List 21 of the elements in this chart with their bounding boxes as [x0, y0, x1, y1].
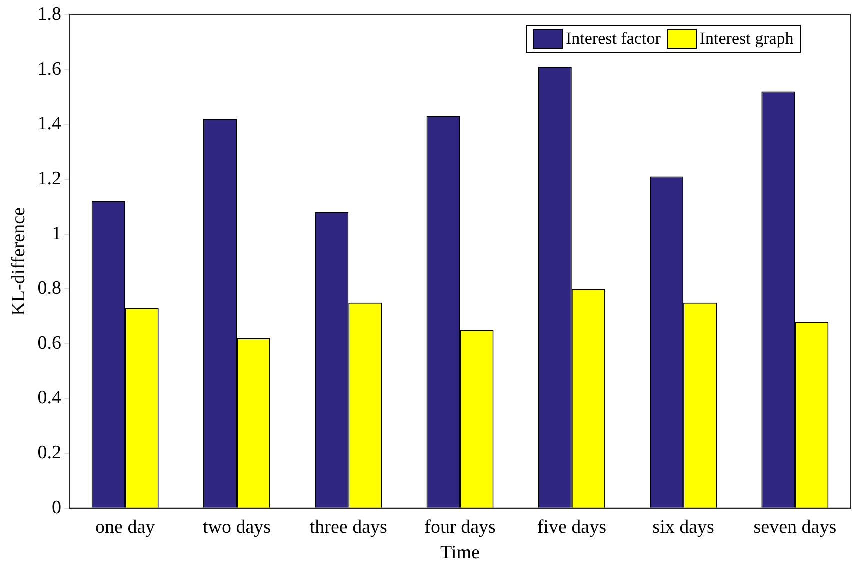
y-tick-label: 1.6: [38, 58, 62, 80]
x-tick-label: two days: [202, 516, 272, 538]
legend-label: Interest factor: [566, 29, 661, 49]
legend-label: Interest graph: [700, 29, 794, 49]
x-tick-label: five days: [537, 516, 606, 538]
y-tick-label: 1: [52, 223, 62, 244]
x-tick-label: four days: [424, 516, 496, 538]
y-tick-label: 0.8: [38, 278, 62, 300]
y-tick-label: 0: [52, 497, 62, 518]
x-tick-label: one day: [96, 516, 156, 538]
y-tick-label: 0.6: [38, 332, 62, 354]
y-tick-label: 1.4: [38, 114, 62, 135]
x-tick-label: three days: [310, 516, 388, 538]
y-axis-title: KL-difference: [8, 208, 30, 316]
y-tick-label: 1.2: [38, 168, 62, 190]
y-tick-label: 0.2: [38, 442, 62, 464]
y-tick-label: 1.8: [38, 4, 62, 25]
x-axis-title: Time: [440, 542, 480, 564]
x-tick-label: seven days: [754, 516, 837, 538]
y-tick-label: 0.4: [38, 388, 62, 409]
x-tick-label: six days: [652, 516, 714, 538]
